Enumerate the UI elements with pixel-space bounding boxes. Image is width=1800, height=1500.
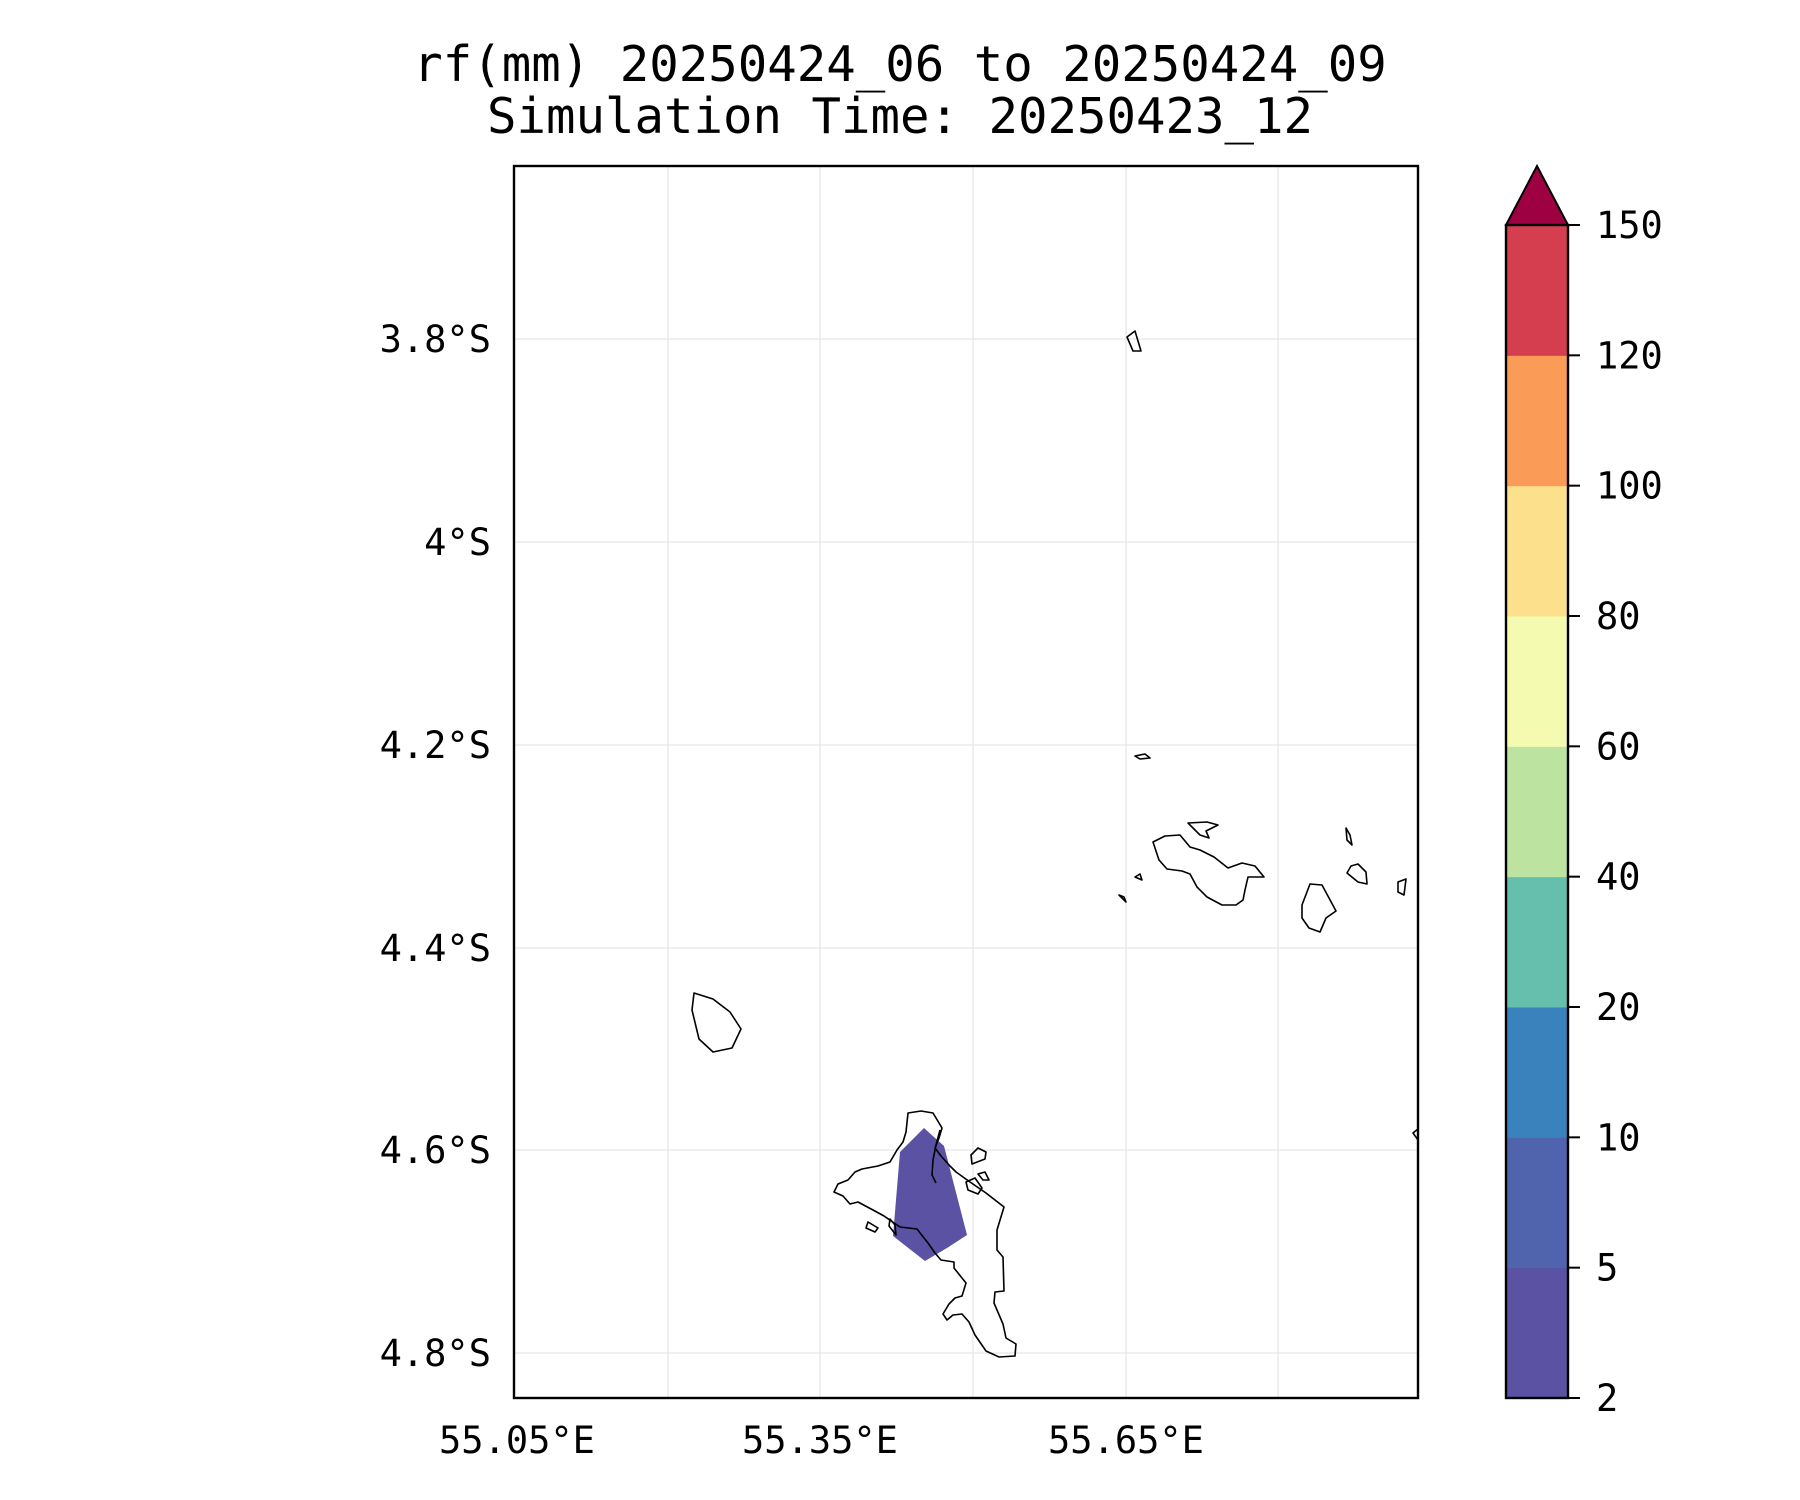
lat-tick-label: 4.4°S (380, 927, 491, 970)
map-title-line-2: Simulation Time: 20250423_12 (486, 88, 1313, 145)
island-la-digue (1301, 883, 1337, 933)
coastlines (691, 330, 1419, 1358)
mahe-ridge (931, 1129, 941, 1184)
islet-praslin-w (1118, 894, 1127, 903)
colorbar-tick-label: 40 (1596, 856, 1641, 899)
lat-tick-label: 4.8°S (380, 1332, 491, 1375)
lon-tick-label: 55.35°E (742, 1419, 898, 1462)
islet-north (1134, 753, 1151, 760)
colorbar-tick-label: 100 (1596, 465, 1663, 508)
colorbar-segment (1506, 1267, 1568, 1399)
island-curieuse (1187, 821, 1219, 839)
island-felicite (1346, 863, 1368, 885)
colorbar-segment (1506, 1007, 1568, 1138)
colorbar-segment (1506, 485, 1568, 617)
islet-east-edge (1412, 1128, 1419, 1141)
colorbar-segment (1506, 746, 1568, 878)
colorbar-tick-label: 60 (1596, 725, 1641, 768)
islet-moyenne (977, 1171, 990, 1181)
colorbar-tick-label: 150 (1596, 204, 1663, 247)
islet-praslin-sw (1134, 873, 1143, 881)
islet-east (1397, 878, 1407, 896)
islet-felicite-n (1345, 827, 1353, 846)
lat-tick-label: 4.2°S (380, 724, 491, 767)
islet-conception (888, 1218, 897, 1236)
colorbar-frame (1504, 223, 1570, 1400)
rain-field-2-5mm (893, 1128, 967, 1261)
map-title-line-1: rf(mm) 20250424_06 to 20250424_09 (413, 36, 1387, 93)
colorbar-tick-label: 20 (1596, 986, 1641, 1029)
island-denis (1126, 330, 1142, 352)
colorbar-segment (1506, 355, 1568, 487)
island-mahe (833, 1110, 1017, 1358)
lat-tick-label: 3.8°S (380, 318, 491, 361)
island-praslin (1152, 834, 1265, 906)
lat-tick-label: 4.6°S (380, 1129, 491, 1172)
island-silhouette (691, 992, 742, 1053)
islet-therese (865, 1221, 879, 1233)
latitude-axis: 3.8°S 4°S 4.2°S 4.4°S 4.6°S 4.8°S (380, 318, 491, 1375)
colorbar-tick-label: 120 (1596, 334, 1663, 377)
longitude-axis: 55.05°E 55.35°E 55.65°E (439, 1419, 1204, 1462)
map-frame (512, 164, 1420, 1400)
colorbar-tick-label: 10 (1596, 1116, 1641, 1159)
colorbar-tick-label: 80 (1596, 595, 1641, 638)
lat-tick-label: 4°S (424, 521, 491, 564)
colorbar-segment (1506, 616, 1568, 747)
colorbar-segment (1506, 1137, 1568, 1269)
colorbar: 2 5 10 20 40 60 80 100 120 150 (1504, 163, 1663, 1420)
colorbar-extend-arrow (1504, 163, 1570, 226)
colorbar-tick-label: 2 (1596, 1377, 1618, 1420)
colorbar-segment (1506, 876, 1568, 1008)
colorbar-segment (1506, 225, 1568, 356)
islet-cerf (965, 1177, 983, 1195)
lon-tick-label: 55.65°E (1048, 1419, 1204, 1462)
gridlines (514, 166, 1418, 1398)
colorbar-tick-label: 5 (1596, 1247, 1618, 1290)
islet-ste-anne (970, 1147, 987, 1165)
lon-tick-label: 55.05°E (439, 1419, 595, 1462)
